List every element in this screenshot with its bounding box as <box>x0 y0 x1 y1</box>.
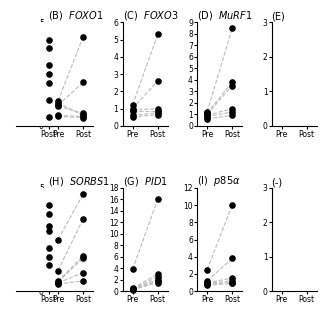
Point <box>230 276 235 281</box>
Point <box>46 263 51 268</box>
Point <box>155 110 160 116</box>
Text: (H)  $\it{SORBS1}$: (H) $\it{SORBS1}$ <box>48 175 110 188</box>
Point <box>55 104 60 109</box>
Point <box>155 108 160 114</box>
Point <box>204 113 210 118</box>
Point <box>46 115 51 120</box>
Point <box>230 280 235 285</box>
Point <box>230 80 235 85</box>
Point <box>204 111 210 116</box>
Point <box>55 113 60 118</box>
Point <box>81 256 86 261</box>
Point <box>130 286 135 292</box>
Point <box>55 102 60 108</box>
Point <box>130 286 135 291</box>
Point <box>46 80 51 85</box>
Point <box>55 278 60 284</box>
Point <box>230 26 235 31</box>
Point <box>81 111 86 116</box>
Point <box>46 223 51 228</box>
Point <box>130 267 135 272</box>
Point <box>230 113 235 118</box>
Point <box>204 282 210 287</box>
Point <box>81 34 86 39</box>
Point <box>46 37 51 42</box>
Point <box>46 245 51 251</box>
Point <box>55 279 60 284</box>
Point <box>204 278 210 284</box>
Point <box>230 203 235 208</box>
Point <box>81 114 86 119</box>
Point <box>230 106 235 111</box>
Point <box>204 280 210 285</box>
Point <box>130 287 135 292</box>
Point <box>155 112 160 117</box>
Point <box>46 254 51 259</box>
Point <box>204 112 210 117</box>
Point <box>130 287 135 292</box>
Text: (I)  $\it{p85α}$: (I) $\it{p85α}$ <box>197 174 241 188</box>
Point <box>155 277 160 282</box>
Point <box>155 278 160 284</box>
Point <box>204 109 210 115</box>
Text: (E): (E) <box>272 12 285 22</box>
Point <box>46 63 51 68</box>
Point <box>81 191 86 196</box>
Point <box>155 78 160 84</box>
Point <box>81 278 86 284</box>
Point <box>81 253 86 259</box>
Point <box>130 115 135 120</box>
Point <box>81 115 86 120</box>
Point <box>81 80 86 85</box>
Point <box>130 287 135 292</box>
Point <box>46 211 51 216</box>
Point <box>155 32 160 37</box>
Point <box>230 278 235 284</box>
Point <box>230 83 235 88</box>
Text: (C)  $\it{FOXO3}$: (C) $\it{FOXO3}$ <box>123 9 178 22</box>
Point <box>46 72 51 77</box>
Point <box>55 281 60 286</box>
Point <box>204 281 210 286</box>
Text: (B)  $\it{FOXO1}$: (B) $\it{FOXO1}$ <box>48 9 103 22</box>
Point <box>204 267 210 272</box>
Point <box>155 197 160 202</box>
Point <box>81 216 86 221</box>
Point <box>155 280 160 285</box>
Point <box>204 283 210 288</box>
Point <box>130 108 135 113</box>
Text: (G)  $\it{PID1}$: (G) $\it{PID1}$ <box>123 175 167 188</box>
Point <box>204 114 210 119</box>
Point <box>55 100 60 106</box>
Point <box>81 270 86 275</box>
Point <box>55 268 60 273</box>
Point <box>130 106 135 111</box>
Point <box>46 228 51 234</box>
Point <box>46 97 51 102</box>
Point <box>155 106 160 111</box>
Point <box>130 102 135 108</box>
Text: (D)  $\it{MuRF1}$: (D) $\it{MuRF1}$ <box>197 9 252 22</box>
Point <box>155 274 160 279</box>
Point <box>155 271 160 276</box>
Point <box>55 280 60 285</box>
Point <box>46 203 51 208</box>
Point <box>46 46 51 51</box>
Text: (-): (-) <box>272 177 283 187</box>
Point <box>204 116 210 122</box>
Point <box>81 113 86 118</box>
Point <box>130 113 135 118</box>
Point <box>55 237 60 242</box>
Point <box>230 281 235 286</box>
Point <box>130 108 135 114</box>
Point <box>230 109 235 115</box>
Point <box>230 256 235 261</box>
Point <box>55 114 60 119</box>
Point <box>55 99 60 104</box>
